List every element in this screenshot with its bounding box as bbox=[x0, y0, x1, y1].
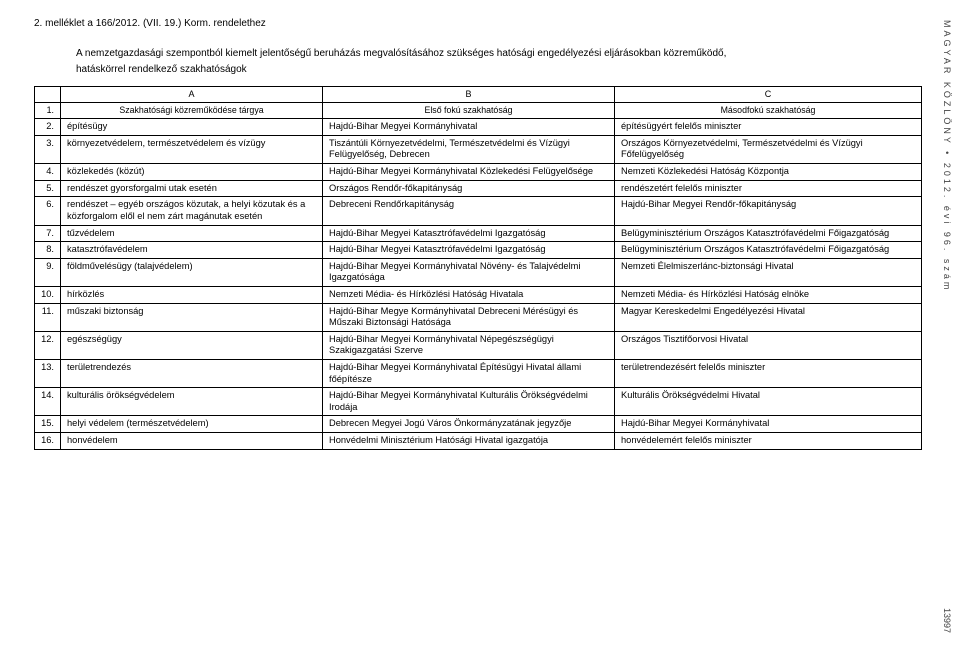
row-num: 6. bbox=[35, 197, 61, 225]
row-first-authority: Debreceni Rendőrkapitányság bbox=[323, 197, 615, 225]
table-row: 10.hírközlésNemzeti Média- és Hírközlési… bbox=[35, 286, 922, 303]
table-row: 9.földművelésügy (talajvédelem)Hajdú-Bih… bbox=[35, 258, 922, 286]
row-first-authority: Hajdú-Bihar Megyei Kormányhivatal Népegé… bbox=[323, 331, 615, 359]
row-second-authority: Belügyminisztérium Országos Katasztrófav… bbox=[615, 242, 922, 259]
table-row: 14.kulturális örökségvédelemHajdú-Bihar … bbox=[35, 388, 922, 416]
intro-block: A nemzetgazdasági szempontból kiemelt je… bbox=[34, 47, 922, 76]
row-subject: területrendezés bbox=[61, 359, 323, 387]
row-first-authority: Hajdú-Bihar Megyei Katasztrófavédelmi Ig… bbox=[323, 225, 615, 242]
table-row: 5.rendészet gyorsforgalmi utak eseténOrs… bbox=[35, 180, 922, 197]
row-subject: rendészet gyorsforgalmi utak esetén bbox=[61, 180, 323, 197]
row-second-authority: Hajdú-Bihar Megyei Rendőr-főkapitányság bbox=[615, 197, 922, 225]
row-num: 14. bbox=[35, 388, 61, 416]
col-b-header: B bbox=[323, 87, 615, 103]
table-row: 4.közlekedés (közút)Hajdú-Bihar Megyei K… bbox=[35, 164, 922, 181]
row-num: 13. bbox=[35, 359, 61, 387]
page-number: 13997 bbox=[942, 608, 952, 633]
row-second-authority: Nemzeti Élelmiszerlánc-biztonsági Hivata… bbox=[615, 258, 922, 286]
row-subject: honvédelem bbox=[61, 433, 323, 450]
row-subject: egészségügy bbox=[61, 331, 323, 359]
row-second-authority: Magyar Kereskedelmi Engedélyezési Hivata… bbox=[615, 303, 922, 331]
row-num: 2. bbox=[35, 119, 61, 136]
page: 2. melléklet a 166/2012. (VII. 19.) Korm… bbox=[0, 0, 960, 460]
intro-line-1: A nemzetgazdasági szempontból kiemelt je… bbox=[76, 47, 922, 61]
row-second-authority: építésügyért felelős miniszter bbox=[615, 119, 922, 136]
row-subject: rendészet – egyéb országos közutak, a he… bbox=[61, 197, 323, 225]
col-num-header bbox=[35, 87, 61, 103]
col-a-header: A bbox=[61, 87, 323, 103]
table-row: 11.műszaki biztonságHajdú-Bihar Megye Ko… bbox=[35, 303, 922, 331]
row-first-authority: Országos Rendőr-főkapitányság bbox=[323, 180, 615, 197]
row-num: 16. bbox=[35, 433, 61, 450]
row-first-authority: Hajdú-Bihar Megye Kormányhivatal Debrece… bbox=[323, 303, 615, 331]
col-c-header: C bbox=[615, 87, 922, 103]
row-second-authority: Országos Környezetvédelmi, Természetvéde… bbox=[615, 135, 922, 163]
row-subject: helyi védelem (természetvédelem) bbox=[61, 416, 323, 433]
authorities-table: ABC1.Szakhatósági közreműködése tárgyaEl… bbox=[34, 86, 922, 450]
row-second-authority: Kulturális Örökségvédelmi Hivatal bbox=[615, 388, 922, 416]
row-num: 3. bbox=[35, 135, 61, 163]
row-subject: környezetvédelem, természetvédelem és ví… bbox=[61, 135, 323, 163]
table-row: 16.honvédelemHonvédelmi Minisztérium Hat… bbox=[35, 433, 922, 450]
row-second-authority: Hajdú-Bihar Megyei Kormányhivatal bbox=[615, 416, 922, 433]
row-first-authority: Hajdú-Bihar Megyei Kormányhivatal bbox=[323, 119, 615, 136]
row-second-authority: honvédelemért felelős miniszter bbox=[615, 433, 922, 450]
row-num: 15. bbox=[35, 416, 61, 433]
row-first-authority: Tiszántúli Környezetvédelmi, Természetvé… bbox=[323, 135, 615, 163]
row-num: 7. bbox=[35, 225, 61, 242]
row-num: 11. bbox=[35, 303, 61, 331]
subhead-a: Szakhatósági közreműködése tárgya bbox=[61, 103, 323, 119]
row-first-authority: Hajdú-Bihar Megyei Kormányhivatal Közlek… bbox=[323, 164, 615, 181]
subhead-c: Másodfokú szakhatóság bbox=[615, 103, 922, 119]
table-header-row: ABC bbox=[35, 87, 922, 103]
row-subject: hírközlés bbox=[61, 286, 323, 303]
row-num: 9. bbox=[35, 258, 61, 286]
row-first-authority: Hajdú-Bihar Megyei Katasztrófavédelmi Ig… bbox=[323, 242, 615, 259]
row-first-authority: Nemzeti Média- és Hírközlési Hatóság Hiv… bbox=[323, 286, 615, 303]
table-row: 15.helyi védelem (természetvédelem)Debre… bbox=[35, 416, 922, 433]
side-header: MAGYAR KÖZLÖNY • 2012. évi 96. szám bbox=[942, 20, 952, 580]
row-subject: földművelésügy (talajvédelem) bbox=[61, 258, 323, 286]
row-num: 12. bbox=[35, 331, 61, 359]
subhead-num: 1. bbox=[35, 103, 61, 119]
intro-line-2: hatáskörrel rendelkező szakhatóságok bbox=[76, 63, 922, 77]
attachment-title: 2. melléklet a 166/2012. (VII. 19.) Korm… bbox=[34, 18, 922, 29]
row-second-authority: Nemzeti Média- és Hírközlési Hatóság eln… bbox=[615, 286, 922, 303]
row-first-authority: Hajdú-Bihar Megyei Kormányhivatal Kultur… bbox=[323, 388, 615, 416]
row-second-authority: területrendezésért felelős miniszter bbox=[615, 359, 922, 387]
row-first-authority: Debrecen Megyei Jogú Város Önkormányzatá… bbox=[323, 416, 615, 433]
table-row: 3.környezetvédelem, természetvédelem és … bbox=[35, 135, 922, 163]
table-row: 8.katasztrófavédelemHajdú-Bihar Megyei K… bbox=[35, 242, 922, 259]
row-first-authority: Honvédelmi Minisztérium Hatósági Hivatal… bbox=[323, 433, 615, 450]
table-row: 6.rendészet – egyéb országos közutak, a … bbox=[35, 197, 922, 225]
row-subject: építésügy bbox=[61, 119, 323, 136]
table-row: 7.tűzvédelemHajdú-Bihar Megyei Katasztró… bbox=[35, 225, 922, 242]
row-subject: tűzvédelem bbox=[61, 225, 323, 242]
row-subject: katasztrófavédelem bbox=[61, 242, 323, 259]
row-second-authority: Országos Tisztifőorvosi Hivatal bbox=[615, 331, 922, 359]
row-num: 10. bbox=[35, 286, 61, 303]
row-subject: közlekedés (közút) bbox=[61, 164, 323, 181]
subhead-b: Első fokú szakhatóság bbox=[323, 103, 615, 119]
table-subheader-row: 1.Szakhatósági közreműködése tárgyaElső … bbox=[35, 103, 922, 119]
table-row: 13.területrendezésHajdú-Bihar Megyei Kor… bbox=[35, 359, 922, 387]
table-row: 12.egészségügyHajdú-Bihar Megyei Kormány… bbox=[35, 331, 922, 359]
row-second-authority: rendészetért felelős miniszter bbox=[615, 180, 922, 197]
row-subject: műszaki biztonság bbox=[61, 303, 323, 331]
row-num: 5. bbox=[35, 180, 61, 197]
row-second-authority: Belügyminisztérium Országos Katasztrófav… bbox=[615, 225, 922, 242]
row-first-authority: Hajdú-Bihar Megyei Kormányhivatal Építés… bbox=[323, 359, 615, 387]
row-num: 4. bbox=[35, 164, 61, 181]
row-subject: kulturális örökségvédelem bbox=[61, 388, 323, 416]
row-first-authority: Hajdú-Bihar Megyei Kormányhivatal Növény… bbox=[323, 258, 615, 286]
row-num: 8. bbox=[35, 242, 61, 259]
row-second-authority: Nemzeti Közlekedési Hatóság Központja bbox=[615, 164, 922, 181]
table-row: 2.építésügyHajdú-Bihar Megyei Kormányhiv… bbox=[35, 119, 922, 136]
